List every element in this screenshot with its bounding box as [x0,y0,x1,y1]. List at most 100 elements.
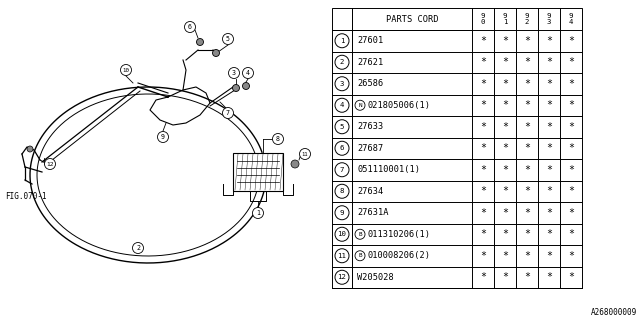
Text: 10: 10 [122,68,129,73]
Text: 10: 10 [337,231,346,237]
Text: 1: 1 [340,38,344,44]
Text: 27621: 27621 [357,58,383,67]
Circle shape [196,38,204,45]
Text: 051110001(1): 051110001(1) [357,165,420,174]
Text: 7: 7 [226,110,230,116]
Text: 021805006(1): 021805006(1) [367,101,430,110]
Text: *: * [546,100,552,110]
Circle shape [291,160,299,168]
Text: 26586: 26586 [357,79,383,88]
Text: *: * [502,79,508,89]
Text: *: * [546,143,552,153]
Text: PARTS CORD: PARTS CORD [386,14,438,23]
Text: *: * [480,208,486,218]
Text: 12: 12 [337,274,346,280]
Text: *: * [502,100,508,110]
Text: 27687: 27687 [357,144,383,153]
Text: 4: 4 [246,70,250,76]
Text: *: * [480,36,486,46]
Text: 9
1: 9 1 [503,13,508,25]
Circle shape [253,207,264,219]
Text: 2: 2 [136,245,140,251]
Circle shape [335,227,349,241]
Text: *: * [524,208,530,218]
Circle shape [335,184,349,198]
Circle shape [157,132,168,142]
Text: *: * [524,143,530,153]
Circle shape [223,108,234,118]
Text: *: * [524,79,530,89]
Circle shape [335,163,349,177]
Text: *: * [568,36,574,46]
Text: *: * [568,122,574,132]
Text: *: * [502,57,508,67]
Circle shape [335,206,349,220]
Text: *: * [546,229,552,239]
Text: 9
2: 9 2 [525,13,529,25]
Text: *: * [568,208,574,218]
Text: 010008206(2): 010008206(2) [367,251,430,260]
Text: *: * [546,272,552,282]
Text: 1: 1 [256,210,260,216]
Text: *: * [546,79,552,89]
Text: *: * [568,57,574,67]
Text: FIG.070-1: FIG.070-1 [5,192,47,201]
Text: *: * [480,79,486,89]
Circle shape [335,249,349,263]
Text: *: * [480,251,486,261]
Text: *: * [524,122,530,132]
Text: *: * [480,165,486,175]
Circle shape [355,229,365,239]
Text: 5: 5 [226,36,230,42]
Circle shape [45,158,56,170]
Circle shape [228,68,239,78]
Text: *: * [546,251,552,261]
Text: *: * [502,229,508,239]
Circle shape [335,270,349,284]
Text: *: * [524,100,530,110]
Text: *: * [502,186,508,196]
Text: 9: 9 [161,134,165,140]
Circle shape [335,77,349,91]
Text: A268000009: A268000009 [591,308,637,317]
Text: *: * [568,186,574,196]
Text: *: * [546,122,552,132]
Text: *: * [568,143,574,153]
Text: 11: 11 [301,151,308,156]
Circle shape [243,68,253,78]
Text: *: * [568,100,574,110]
Text: *: * [480,57,486,67]
Text: 5: 5 [340,124,344,130]
Text: 27631A: 27631A [357,208,388,217]
Text: *: * [546,186,552,196]
Text: *: * [502,165,508,175]
Text: 6: 6 [188,24,192,30]
Text: *: * [524,36,530,46]
Text: 8: 8 [340,188,344,194]
Text: *: * [524,251,530,261]
Circle shape [335,98,349,112]
Text: *: * [524,272,530,282]
Circle shape [335,55,349,69]
Text: *: * [502,143,508,153]
Text: *: * [546,36,552,46]
Text: B: B [358,232,362,237]
Circle shape [243,83,250,90]
Circle shape [184,21,195,33]
Circle shape [335,34,349,48]
Text: 9: 9 [340,210,344,216]
Text: *: * [480,186,486,196]
Text: 11: 11 [337,253,346,259]
Circle shape [223,34,234,44]
Circle shape [232,84,239,92]
Circle shape [355,100,365,110]
Text: *: * [568,251,574,261]
Text: *: * [546,165,552,175]
Text: 2: 2 [340,59,344,65]
Text: 4: 4 [340,102,344,108]
Text: *: * [502,36,508,46]
Circle shape [300,148,310,159]
Circle shape [335,120,349,134]
Circle shape [273,133,284,145]
Text: *: * [524,57,530,67]
